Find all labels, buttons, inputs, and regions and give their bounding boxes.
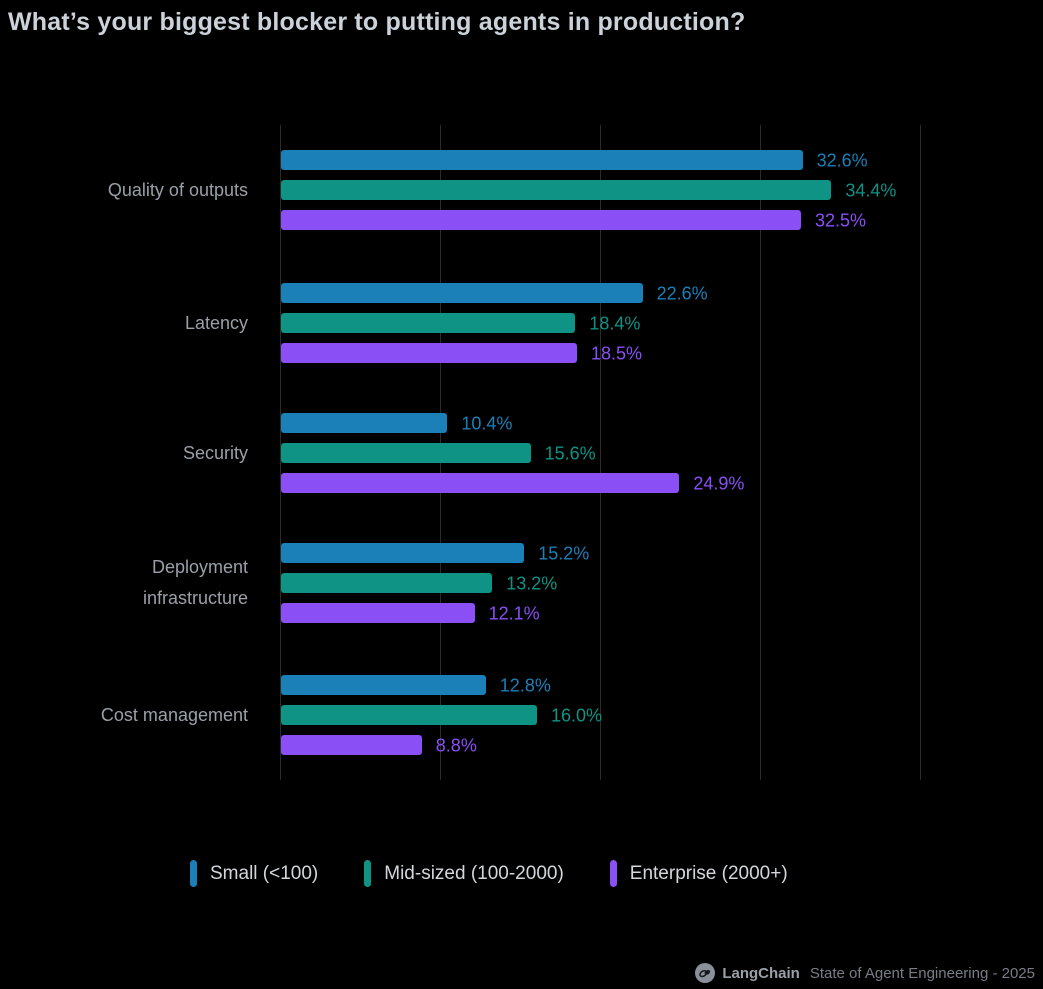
gridline bbox=[600, 125, 601, 780]
bar bbox=[281, 573, 493, 593]
bar-value-label: 12.8% bbox=[499, 675, 551, 696]
legend-label: Enterprise (2000+) bbox=[629, 862, 788, 884]
legend-item-enterprise: Enterprise (2000+) bbox=[609, 860, 788, 887]
category-label: Quality of outputs bbox=[107, 179, 248, 200]
bar bbox=[281, 443, 531, 463]
bar bbox=[281, 473, 680, 493]
footer-text: State of Agent Engineering - 2025 bbox=[809, 964, 1035, 982]
bar-value-label: 18.4% bbox=[589, 313, 641, 334]
bar-value-label: 16.0% bbox=[551, 705, 603, 726]
gridline bbox=[920, 125, 921, 780]
bar bbox=[281, 603, 475, 623]
legend-marker bbox=[609, 860, 617, 887]
bar bbox=[281, 343, 577, 363]
footer-attribution: LangChain State of Agent Engineering - 2… bbox=[695, 963, 1035, 983]
gridline bbox=[760, 125, 761, 780]
bar-value-label: 22.6% bbox=[656, 283, 708, 304]
chart-title: What’s your biggest blocker to putting a… bbox=[8, 8, 746, 36]
bar bbox=[281, 210, 801, 230]
bar-value-label: 24.9% bbox=[693, 473, 745, 494]
plot-area: 32.6% 34.4% 32.5% 22.6% 18.4% 18.5% 10.4% 15.6%… bbox=[280, 125, 921, 780]
bar bbox=[281, 150, 803, 170]
category-label: Deployment infrastructure bbox=[142, 557, 248, 608]
legend: Small (<100) Mid-sized (100-2000) Enterp… bbox=[190, 860, 788, 887]
category-label: Latency bbox=[184, 312, 248, 333]
bar-value-label: 18.5% bbox=[591, 343, 643, 364]
bar-value-label: 10.4% bbox=[461, 413, 513, 434]
legend-item-small: Small (<100) bbox=[190, 860, 318, 887]
legend-label: Small (<100) bbox=[210, 862, 319, 884]
gridline bbox=[280, 125, 281, 780]
bar bbox=[281, 313, 576, 333]
bar-value-label: 15.2% bbox=[538, 543, 590, 564]
legend-label: Mid-sized (100-2000) bbox=[384, 862, 564, 884]
bar-value-label: 8.8% bbox=[435, 735, 477, 756]
category-labels: Quality of outputs Latency Security Deploym… bbox=[0, 125, 248, 780]
category-label: Cost management bbox=[100, 704, 248, 725]
bar bbox=[281, 735, 422, 755]
bar-value-label: 12.1% bbox=[488, 603, 540, 624]
bar bbox=[281, 705, 537, 725]
bar bbox=[281, 675, 486, 695]
bar bbox=[281, 283, 643, 303]
langchain-logo-icon bbox=[695, 963, 716, 983]
legend-marker bbox=[364, 860, 372, 887]
bar-value-label: 15.6% bbox=[544, 443, 596, 464]
bar-value-label: 34.4% bbox=[845, 180, 897, 201]
bar bbox=[281, 543, 525, 563]
bar-value-label: 13.2% bbox=[506, 573, 558, 594]
footer-brand: LangChain bbox=[722, 964, 800, 982]
legend-item-mid: Mid-sized (100-2000) bbox=[364, 860, 564, 887]
bar bbox=[281, 180, 832, 200]
bar-value-label: 32.6% bbox=[816, 150, 868, 171]
bar bbox=[281, 413, 448, 433]
bar-value-label: 32.5% bbox=[815, 210, 867, 231]
category-label: Security bbox=[182, 442, 248, 463]
legend-marker bbox=[190, 860, 197, 887]
